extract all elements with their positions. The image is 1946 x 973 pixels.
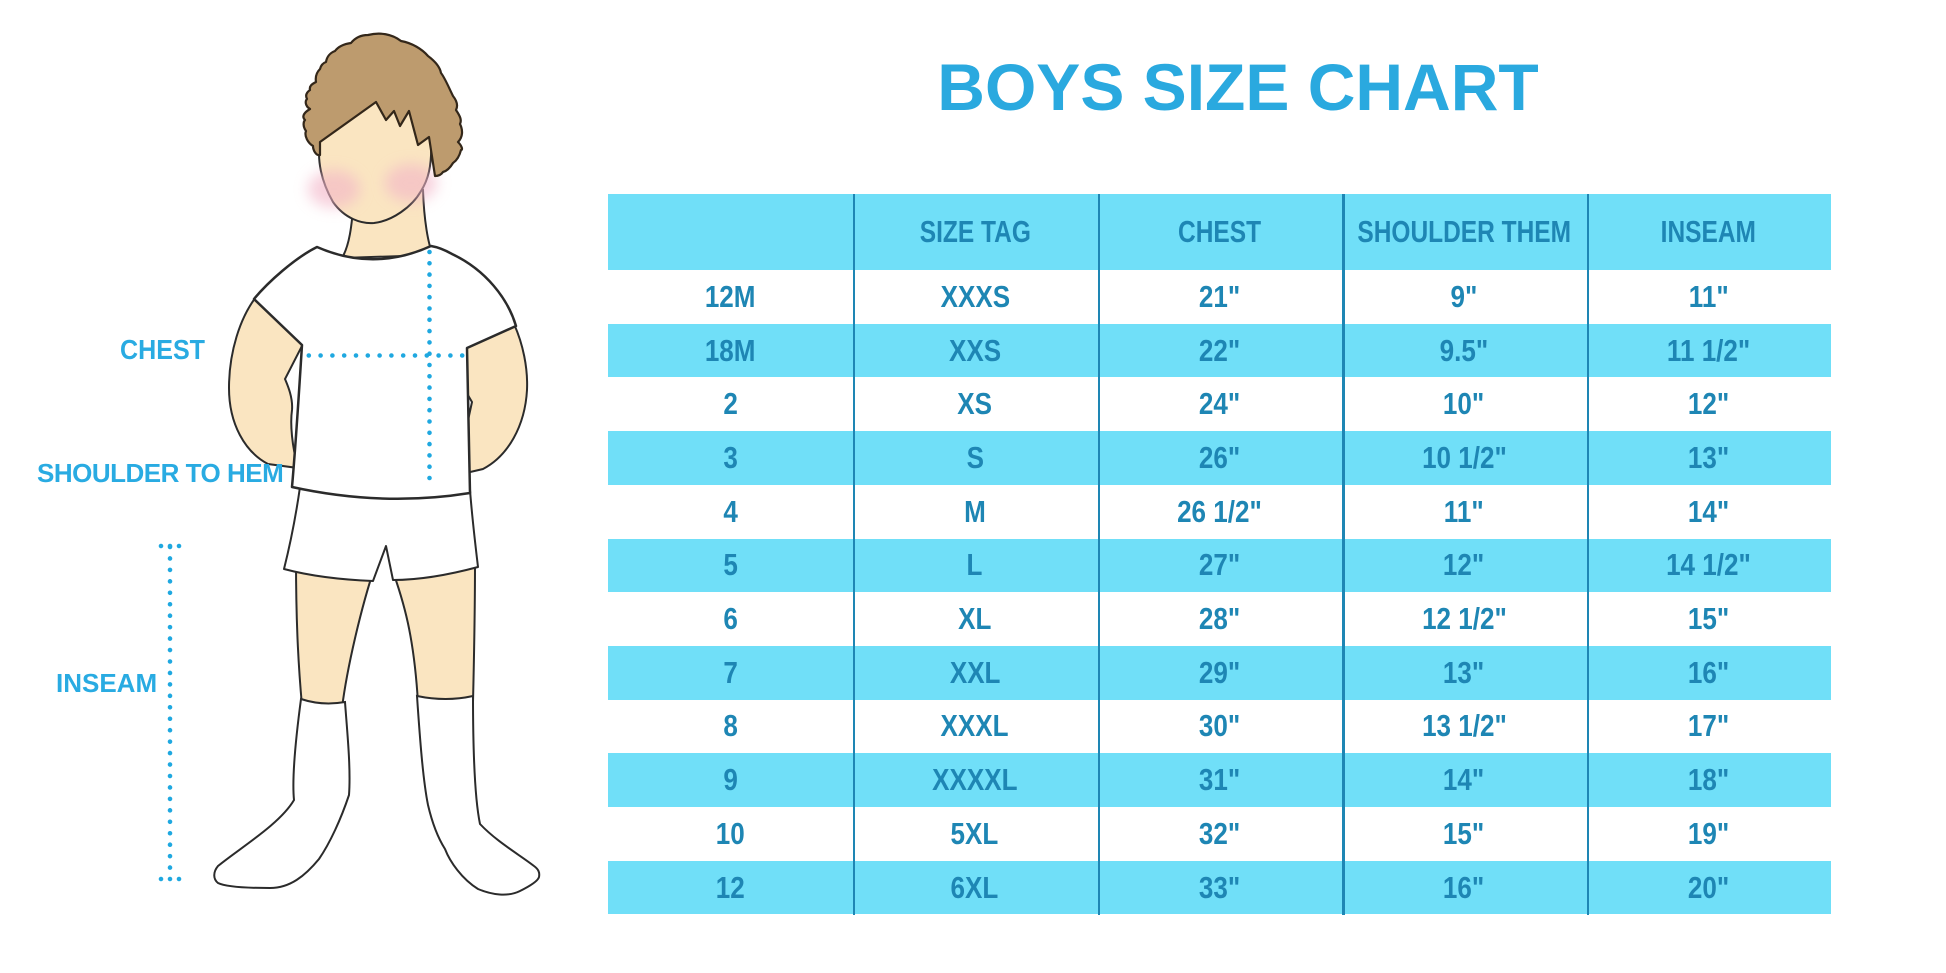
svg-text:SHOULDER TO HEM: SHOULDER TO HEM xyxy=(37,458,283,488)
svg-text:CHEST: CHEST xyxy=(120,334,205,365)
svg-text:INSEAM: INSEAM xyxy=(56,668,157,698)
